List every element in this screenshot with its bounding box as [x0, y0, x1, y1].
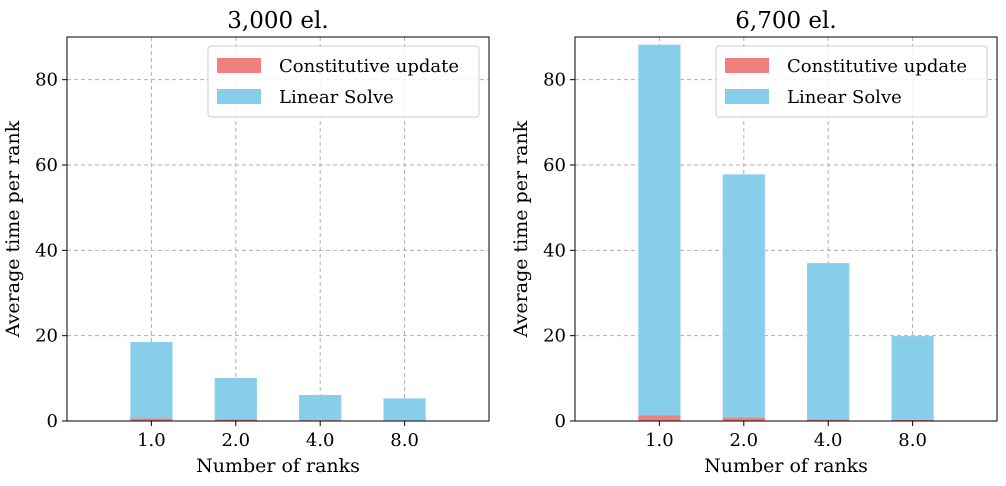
x-ticks: 1.0 2.0 4.0 8.0 [137, 421, 419, 451]
bar-linear-solve-2.0 [722, 174, 765, 418]
x-ticks: 1.0 2.0 4.0 8.0 [645, 421, 927, 451]
legend-swatch-linear-solve [725, 89, 769, 104]
legend-box [715, 45, 988, 118]
x-tick-label: 4.0 [306, 430, 335, 451]
legend-swatch-constitutive-update [725, 58, 769, 73]
bar-constitutive-update-4.0 [807, 419, 850, 421]
bar-constitutive-update-8.0 [891, 419, 934, 421]
chart-title: 6,700 el. [735, 8, 836, 34]
x-tick-label: 1.0 [645, 430, 674, 451]
bar-linear-solve-1.0 [638, 44, 681, 416]
bar-linear-solve-4.0 [807, 263, 850, 420]
legend-label: Linear Solve [279, 87, 394, 108]
bar-linear-solve-8.0 [891, 336, 934, 420]
y-tick-label: 40 [35, 240, 58, 261]
chart-title: 3,000 el. [227, 8, 328, 34]
bar-linear-solve-1.0 [130, 342, 173, 419]
y-ticks: 0 20 40 60 80 [543, 70, 575, 432]
y-tick-label: 80 [543, 70, 566, 91]
bar-constitutive-update-1.0 [130, 418, 173, 421]
legend-box [207, 45, 480, 118]
bar-constitutive-update-2.0 [214, 419, 257, 421]
bars [130, 342, 426, 421]
y-axis-label: Average time per rank [2, 120, 24, 338]
y-tick-label: 0 [555, 411, 566, 432]
x-tick-label: 4.0 [814, 430, 843, 451]
x-tick-label: 8.0 [390, 430, 419, 451]
bar-constitutive-update-2.0 [722, 417, 765, 421]
y-tick-label: 60 [543, 155, 566, 176]
legend-label: Linear Solve [787, 87, 902, 108]
bar-linear-solve-4.0 [299, 394, 342, 421]
y-tick-label: 60 [35, 155, 58, 176]
x-tick-label: 1.0 [137, 430, 166, 451]
y-tick-label: 80 [35, 70, 58, 91]
bars [638, 44, 934, 421]
bar-constitutive-update-1.0 [638, 415, 681, 421]
y-tick-label: 20 [543, 326, 566, 347]
x-axis-label: Number of ranks [196, 455, 360, 477]
y-tick-label: 0 [47, 411, 58, 432]
chart-panel-2: 0 20 40 60 80 1.0 2.0 4.0 8.0 6,700 el. Number of … [510, 8, 998, 477]
y-axis-label: Average time per rank [510, 120, 532, 338]
axes-frame [66, 36, 490, 422]
legend-swatch-constitutive-update [217, 58, 261, 73]
x-tick-label: 8.0 [898, 430, 927, 451]
x-axis-label: Number of ranks [704, 455, 868, 477]
y-tick-label: 40 [543, 240, 566, 261]
x-tick-label: 2.0 [221, 430, 250, 451]
legend-label: Constitutive update [787, 56, 967, 77]
legend-swatch-linear-solve [217, 89, 261, 104]
bar-linear-solve-2.0 [214, 377, 257, 420]
bar-linear-solve-8.0 [383, 398, 426, 421]
axes-frame [574, 36, 998, 422]
legend-label: Constitutive update [279, 56, 459, 77]
chart-panel-1: 0 20 40 60 80 1.0 2.0 4.0 8.0 3,000 el. Number of … [2, 8, 490, 477]
y-tick-label: 20 [35, 326, 58, 347]
x-tick-label: 2.0 [729, 430, 758, 451]
legend: Constitutive update Linear Solve [715, 45, 988, 118]
y-ticks: 0 20 40 60 80 [35, 70, 67, 432]
legend: Constitutive update Linear Solve [207, 45, 480, 118]
